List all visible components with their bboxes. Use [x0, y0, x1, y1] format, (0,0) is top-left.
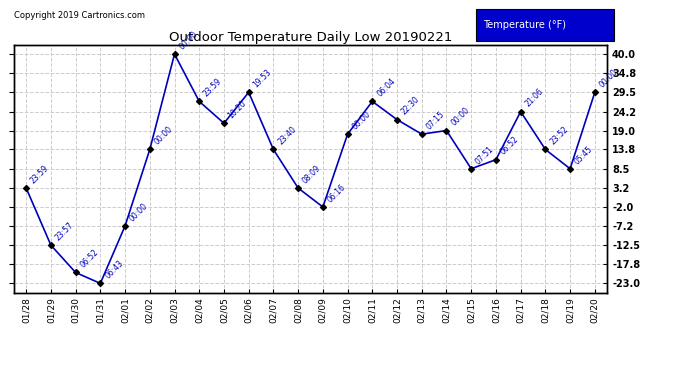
- Text: 00:00: 00:00: [177, 29, 199, 51]
- Text: 23:59: 23:59: [29, 164, 51, 185]
- Text: 06:52: 06:52: [499, 135, 520, 157]
- Text: 23:57: 23:57: [54, 220, 75, 242]
- Text: 07:15: 07:15: [424, 110, 446, 131]
- Text: 22:30: 22:30: [400, 95, 422, 117]
- Text: 00:00: 00:00: [128, 201, 150, 223]
- Text: Copyright 2019 Cartronics.com: Copyright 2019 Cartronics.com: [14, 11, 145, 20]
- Text: 06:43: 06:43: [103, 259, 125, 280]
- Text: 00:00: 00:00: [449, 106, 471, 128]
- Text: 23:59: 23:59: [202, 77, 224, 99]
- Text: 00:00: 00:00: [152, 125, 175, 147]
- Text: 00:00: 00:00: [351, 110, 373, 131]
- Title: Outdoor Temperature Daily Low 20190221: Outdoor Temperature Daily Low 20190221: [169, 31, 452, 44]
- Text: 05:45: 05:45: [573, 144, 595, 166]
- Text: Temperature (°F): Temperature (°F): [483, 20, 566, 30]
- Text: 21:06: 21:06: [524, 87, 545, 109]
- Text: 07:51: 07:51: [474, 144, 496, 166]
- Text: 06:04: 06:04: [375, 77, 397, 99]
- Text: 08:09: 08:09: [301, 164, 323, 185]
- Text: 23:52: 23:52: [548, 125, 570, 147]
- Text: 00:00: 00:00: [598, 68, 620, 90]
- Text: 06:16: 06:16: [326, 182, 348, 204]
- Text: 10:20: 10:20: [227, 99, 248, 120]
- Text: 19:53: 19:53: [251, 68, 273, 90]
- Text: 06:52: 06:52: [79, 248, 100, 270]
- Text: 23:40: 23:40: [276, 125, 298, 147]
